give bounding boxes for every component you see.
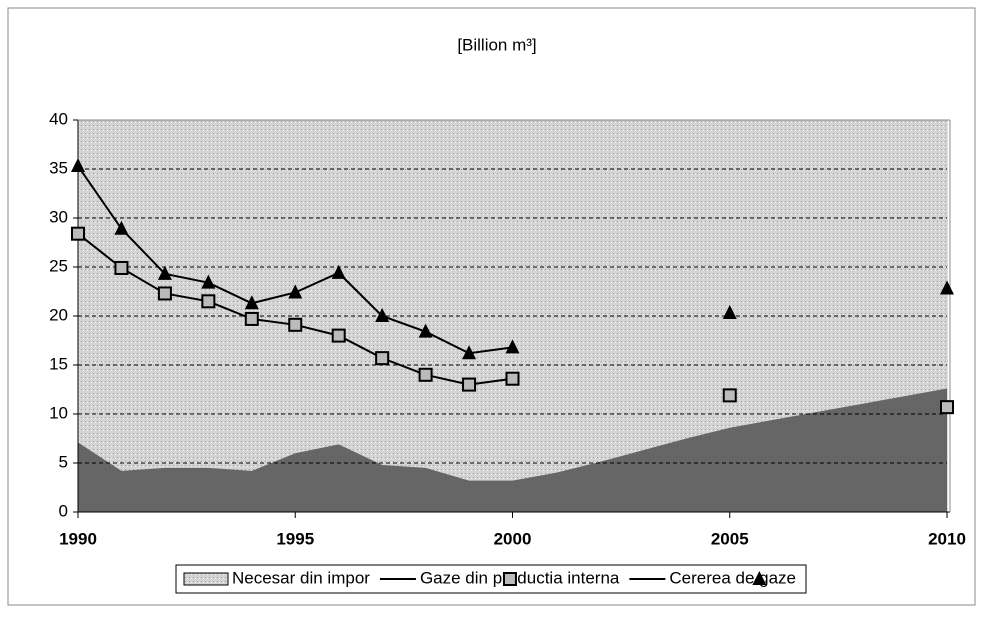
marker — [114, 220, 129, 235]
y-tick-label: 30 — [49, 207, 68, 226]
marker — [375, 308, 390, 322]
marker — [505, 371, 520, 386]
marker — [244, 311, 259, 326]
legend-label: Necesar din impor — [232, 568, 370, 587]
chart-title: [Billion m³] — [457, 35, 536, 54]
area — [78, 388, 947, 512]
marker — [940, 400, 954, 415]
legend: Necesar din impor Gaze din productia inte… — [175, 564, 807, 594]
x-tick-label: 1990 — [59, 529, 97, 548]
marker — [288, 317, 303, 332]
marker — [331, 328, 346, 343]
y-tick-label: 0 — [59, 501, 68, 520]
x-tick-label: 1995 — [276, 529, 314, 548]
legend-box — [175, 564, 807, 594]
marker — [157, 286, 172, 301]
legend-label: Gaze din productia interna — [420, 568, 620, 587]
marker — [201, 274, 216, 289]
marker — [418, 367, 433, 382]
y-tick-label: 35 — [49, 158, 68, 177]
marker — [71, 158, 85, 173]
marker — [114, 260, 129, 275]
marker — [71, 226, 85, 241]
marker — [157, 265, 172, 280]
marker — [331, 264, 346, 279]
x-tick-label: 2000 — [494, 529, 532, 548]
legend-swatch — [183, 572, 229, 586]
marker — [505, 339, 520, 354]
x-tick-label: 2005 — [711, 529, 749, 548]
x-tick-label: 2010 — [928, 529, 966, 548]
y-tick-label: 20 — [49, 305, 68, 324]
marker — [201, 294, 216, 309]
y-tick-label: 25 — [49, 256, 68, 275]
marker — [752, 571, 767, 585]
marker — [940, 280, 954, 295]
marker — [722, 388, 737, 403]
marker — [288, 284, 303, 299]
marker — [244, 295, 259, 310]
legend-label: Cererea de gaze — [669, 568, 796, 587]
marker — [418, 323, 433, 338]
y-tick-label: 15 — [49, 354, 68, 373]
marker — [722, 305, 737, 320]
y-tick-label: 10 — [49, 403, 68, 422]
marker — [462, 345, 477, 360]
y-tick-label: 5 — [59, 452, 68, 471]
marker — [375, 351, 390, 366]
y-tick-label: 40 — [49, 109, 68, 128]
marker — [462, 377, 477, 392]
marker — [502, 572, 517, 586]
